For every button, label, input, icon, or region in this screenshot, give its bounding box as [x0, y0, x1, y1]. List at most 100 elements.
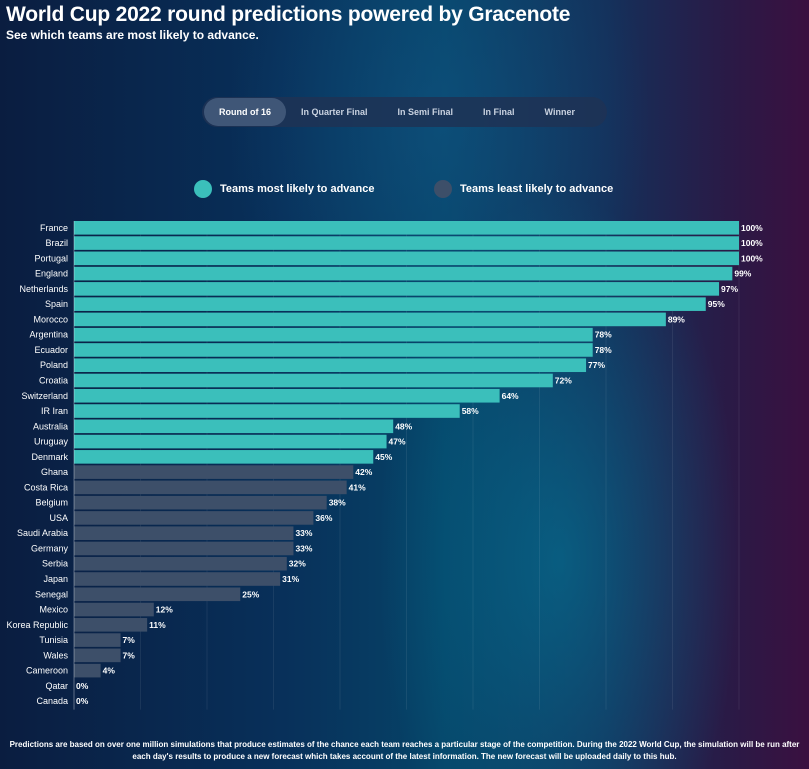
bar-ir-iran[interactable] [74, 404, 460, 418]
value-label: 48% [395, 421, 412, 431]
bar-japan[interactable] [74, 572, 281, 586]
bar-netherlands[interactable] [74, 282, 720, 296]
bar-uruguay[interactable] [74, 434, 387, 449]
page-subtitle: See which teams are most likely to advan… [6, 28, 259, 42]
category-label: Uruguay [34, 437, 69, 447]
legend-least-likely-label: Teams least likely to advance [460, 183, 614, 195]
bar-belgium[interactable] [74, 495, 327, 510]
category-label: USA [49, 513, 68, 523]
category-label: Mexico [39, 605, 68, 615]
value-label: 36% [315, 513, 332, 523]
legend-least-likely: Teams least likely to advance [434, 180, 613, 198]
value-label: 41% [349, 482, 366, 492]
bar-poland[interactable] [74, 358, 587, 373]
tab-final[interactable]: In Final [483, 107, 515, 117]
value-label: 58% [462, 406, 479, 416]
bar-australia[interactable] [74, 419, 394, 434]
value-label: 64% [502, 391, 519, 401]
value-label: 7% [123, 635, 136, 645]
category-label: Costa Rica [24, 482, 68, 492]
bar-ghana[interactable] [74, 465, 354, 479]
value-label: 95% [708, 299, 725, 309]
bar-wales[interactable] [74, 648, 121, 663]
value-label: 4% [103, 666, 116, 676]
bar-ecuador[interactable] [74, 343, 593, 357]
value-label: 33% [295, 543, 312, 553]
bar-chart: France 100% Brazil 100% Portugal 100% England 9… [6, 221, 763, 706]
bar-morocco[interactable] [74, 312, 666, 327]
value-label: 7% [123, 650, 136, 660]
bar-tunisia[interactable] [74, 633, 121, 647]
category-label: Switzerland [21, 391, 68, 401]
legend-most-likely: Teams most likely to advance [194, 180, 374, 198]
category-label: Korea Republic [6, 620, 68, 630]
bar-brazil[interactable] [74, 236, 739, 250]
value-label: 38% [329, 498, 346, 508]
value-label: 32% [289, 559, 306, 569]
category-label: Serbia [42, 559, 68, 569]
value-label: 0% [76, 696, 89, 706]
round-tabs: Round of 16 In Quarter Final In Semi Fin… [202, 97, 607, 127]
bar-portugal[interactable] [74, 251, 739, 266]
category-label: England [35, 269, 68, 279]
bar-argentina[interactable] [74, 327, 593, 342]
bar-france[interactable] [74, 221, 739, 235]
bar-korea-republic[interactable] [74, 618, 148, 632]
category-label: Morocco [33, 314, 68, 324]
bar-croatia[interactable] [74, 373, 553, 388]
value-label: 42% [355, 467, 372, 477]
category-label: Ghana [41, 467, 68, 477]
category-label: Netherlands [19, 284, 68, 294]
category-label: Tunisia [39, 635, 68, 645]
value-label: 100% [741, 223, 763, 233]
category-label: Spain [45, 299, 68, 309]
tab-quarter-final[interactable]: In Quarter Final [301, 107, 368, 117]
category-label: Ecuador [34, 345, 68, 355]
value-label: 99% [734, 269, 751, 279]
category-label: Qatar [45, 681, 68, 691]
bar-mexico[interactable] [74, 602, 154, 617]
value-label: 0% [76, 681, 89, 691]
category-label: Saudi Arabia [17, 528, 68, 538]
value-label: 25% [242, 589, 259, 599]
bar-saudi-arabia[interactable] [74, 526, 294, 540]
category-label: France [40, 223, 68, 233]
category-label: Belgium [35, 498, 68, 508]
page-title: World Cup 2022 round predictions powered… [6, 3, 571, 26]
tab-winner[interactable]: Winner [544, 107, 575, 117]
category-label: Japan [43, 574, 68, 584]
value-label: 78% [595, 345, 612, 355]
category-label: Cameroon [26, 666, 68, 676]
tab-semi-final[interactable]: In Semi Final [397, 107, 454, 117]
value-label: 72% [555, 376, 572, 386]
category-label: Australia [33, 421, 68, 431]
category-label: Argentina [29, 330, 68, 340]
value-label: 89% [668, 314, 685, 324]
bar-germany[interactable] [74, 541, 294, 556]
category-label: Wales [43, 650, 68, 660]
category-label: Poland [40, 360, 68, 370]
value-label: 47% [389, 437, 406, 447]
bar-england[interactable] [74, 266, 733, 281]
legend-most-likely-swatch [194, 180, 212, 198]
bar-switzerland[interactable] [74, 388, 500, 403]
value-label: 100% [741, 238, 763, 248]
value-label: 31% [282, 574, 299, 584]
legend-most-likely-label: Teams most likely to advance [220, 183, 375, 195]
value-label: 33% [295, 528, 312, 538]
bar-denmark[interactable] [74, 450, 374, 464]
tab-round-of-16[interactable]: Round of 16 [204, 98, 286, 126]
value-label: 78% [595, 330, 612, 340]
value-label: 12% [156, 605, 173, 615]
bar-usa[interactable] [74, 511, 314, 525]
bar-senegal[interactable] [74, 587, 241, 602]
category-label: Croatia [39, 376, 68, 386]
bar-costa-rica[interactable] [74, 480, 347, 495]
bar-spain[interactable] [74, 297, 706, 311]
bar-serbia[interactable] [74, 556, 287, 571]
value-label: 97% [721, 284, 738, 294]
value-label: 11% [149, 620, 166, 630]
bar-cameroon[interactable] [74, 663, 101, 678]
footer-note: Predictions are based on over one millio… [9, 740, 800, 761]
value-label: 77% [588, 360, 605, 370]
